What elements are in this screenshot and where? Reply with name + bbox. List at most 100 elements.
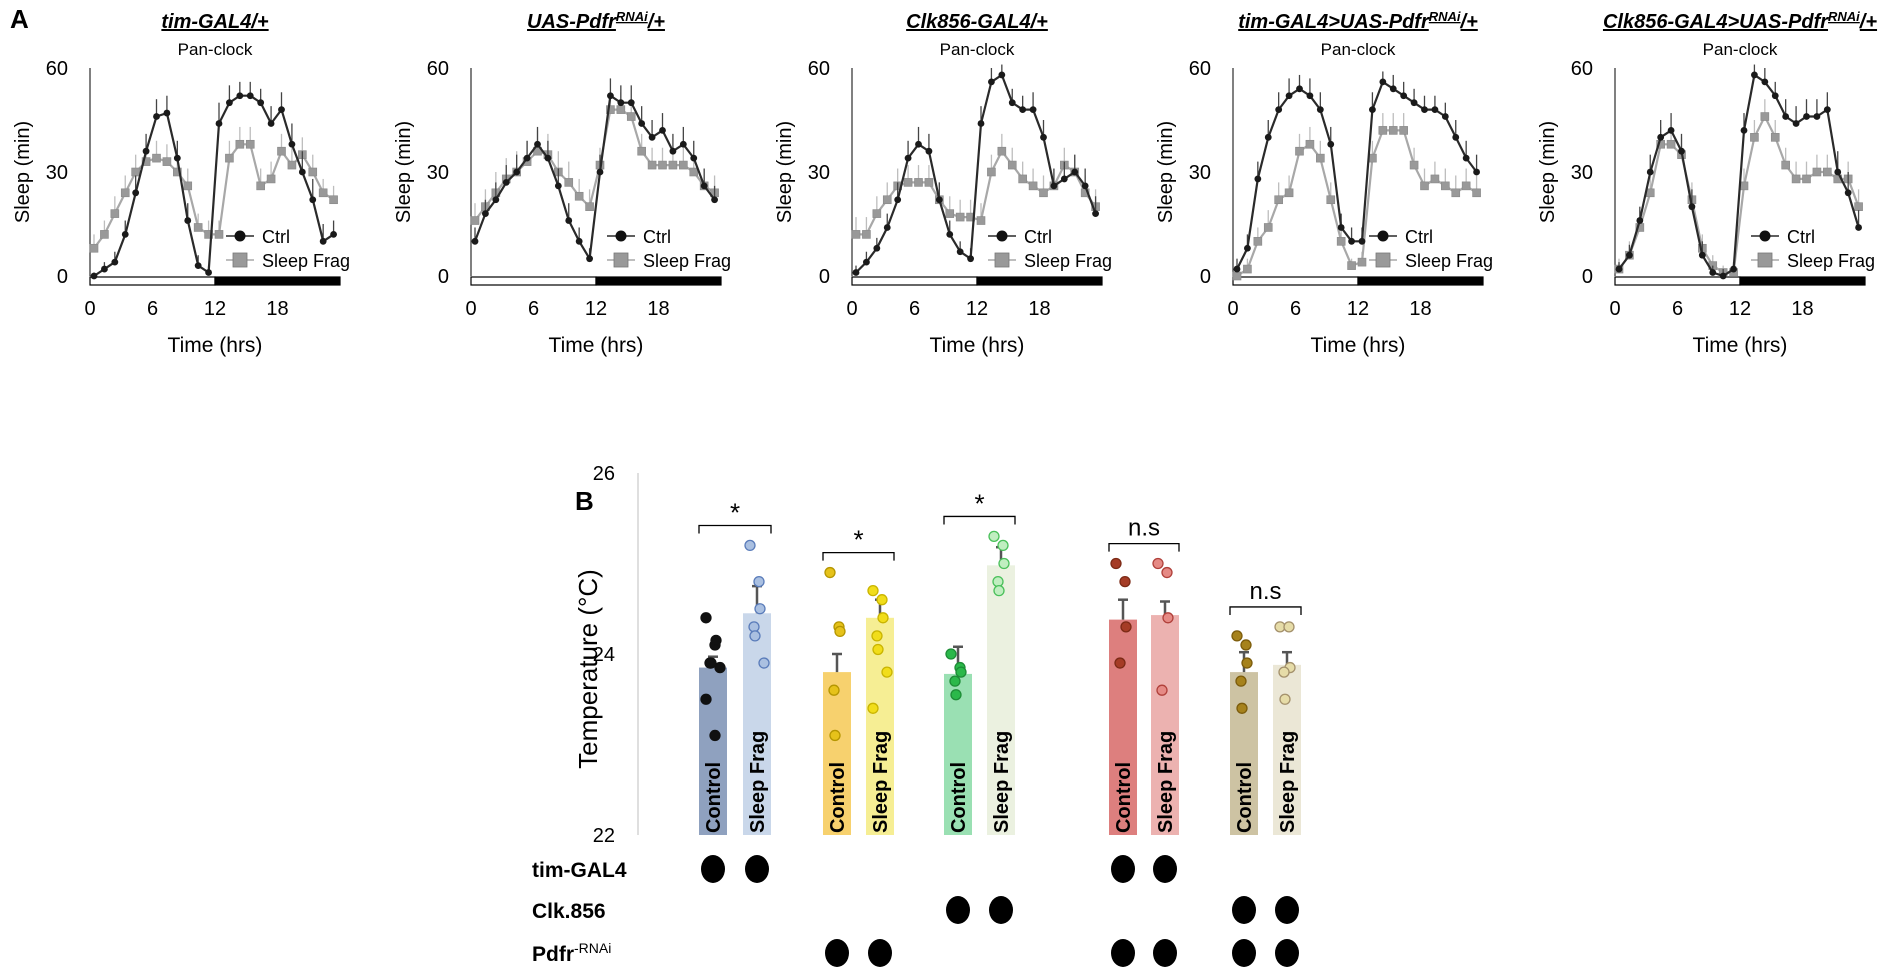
data-point [204,230,213,239]
data-point [1813,113,1821,120]
data-point [1472,188,1481,198]
panel-b-label: B [575,486,594,516]
y-tick-label: 0 [57,266,68,288]
data-point [1688,203,1696,211]
data-point [1114,657,1126,669]
data-point [309,196,317,204]
data-point [1152,557,1164,570]
genotype-row-1: tim-GAL4 [532,855,1177,883]
data-point [828,684,840,696]
bar [944,673,972,835]
data-point [1028,181,1038,191]
chart-title-main: tim-GAL4>UAS-Pdfr [1238,11,1430,33]
data-point [1071,168,1079,176]
data-point [873,244,881,252]
genotype-dot [1232,939,1256,967]
data-point [132,189,140,197]
data-point [1473,168,1480,176]
data-point [534,140,541,148]
data-point [1040,133,1047,141]
chart-title-superscript: RNAi [1828,9,1860,24]
data-point [287,160,297,170]
data-point [173,154,181,162]
data-point [758,657,770,669]
data-point [1236,702,1248,714]
significance-bracket-4: n.s [1108,515,1180,552]
legend-marker-sleep-frag [1757,252,1773,268]
genotype-dot [745,855,769,883]
data-point [997,146,1007,156]
data-point [1316,153,1325,163]
data-point [1678,147,1685,155]
series-line [473,93,716,263]
data-point [1667,126,1675,134]
legend-marker-ctrl [1377,230,1389,242]
genotype-dot [1153,939,1177,967]
data-point [851,230,861,239]
data-point [90,272,98,280]
data-point [967,255,974,263]
data-point [1060,175,1068,183]
data-point [1666,139,1676,149]
data-point [669,147,677,155]
series-ctrl [852,64,1099,276]
bar-label: Control [827,762,849,833]
genotype-dot [825,939,849,967]
data-point [679,160,688,170]
legend-label-sleep-frag: Sleep Frag [1405,251,1493,271]
data-point [153,113,160,120]
genotype-label: tim-GAL4 [532,859,627,882]
data-point [194,262,202,269]
genotype-label-main: Pdfr [532,943,574,966]
data-point [1357,257,1367,267]
data-point [998,557,1010,570]
data-point [1698,251,1706,259]
data-point [256,181,265,191]
data-point [1646,168,1654,176]
data-point [1462,154,1470,162]
data-point [993,585,1005,597]
x-tick-label: 6 [147,298,158,320]
data-point [1253,237,1263,246]
data-point [1844,189,1852,197]
y-tick-label: 26 [593,463,615,485]
data-point [1231,630,1243,642]
data-point [482,210,489,218]
x-tick-label: 0 [1227,298,1238,320]
bar-group-6: Sleep Frag [987,530,1015,835]
data-point [1039,188,1048,198]
data-point [152,153,161,163]
y-tick-label: 60 [427,58,449,80]
genotype-dot [1275,896,1299,924]
data-point [925,147,933,155]
bar-label: Control [948,762,970,833]
data-point [1306,92,1314,100]
data-point [266,174,276,184]
y-tick-label: 30 [46,162,68,184]
genotype-dot [701,855,725,883]
data-point [700,612,712,624]
data-point [111,258,119,266]
data-point [100,230,109,239]
data-point [1431,106,1439,113]
chart-title-main: Clk856-GAL4>UAS-Pdfr [1603,11,1829,33]
legend-marker-ctrl [615,230,627,242]
data-point [1369,106,1376,113]
data-point [101,265,108,273]
data-point [955,212,965,222]
data-point [700,182,708,190]
legend-label-sleep-frag: Sleep Frag [262,251,350,271]
data-point [988,530,1000,542]
data-point [564,178,574,187]
sleep-chart-4: tim-GAL4>UAS-PdfrRNAi/+Pan-clock03060Sle… [1155,9,1493,358]
legend: Ctrl Sleep Frag [1751,227,1875,271]
genotype-dot [1111,939,1135,967]
data-point [1240,639,1252,651]
data-point [110,209,120,218]
data-point [1709,269,1717,276]
genotype-label-superscript: -RNAi [574,940,611,956]
data-point [1770,133,1780,142]
genotype-label-main: tim-GAL4 [532,859,627,882]
data-point [1008,99,1016,107]
